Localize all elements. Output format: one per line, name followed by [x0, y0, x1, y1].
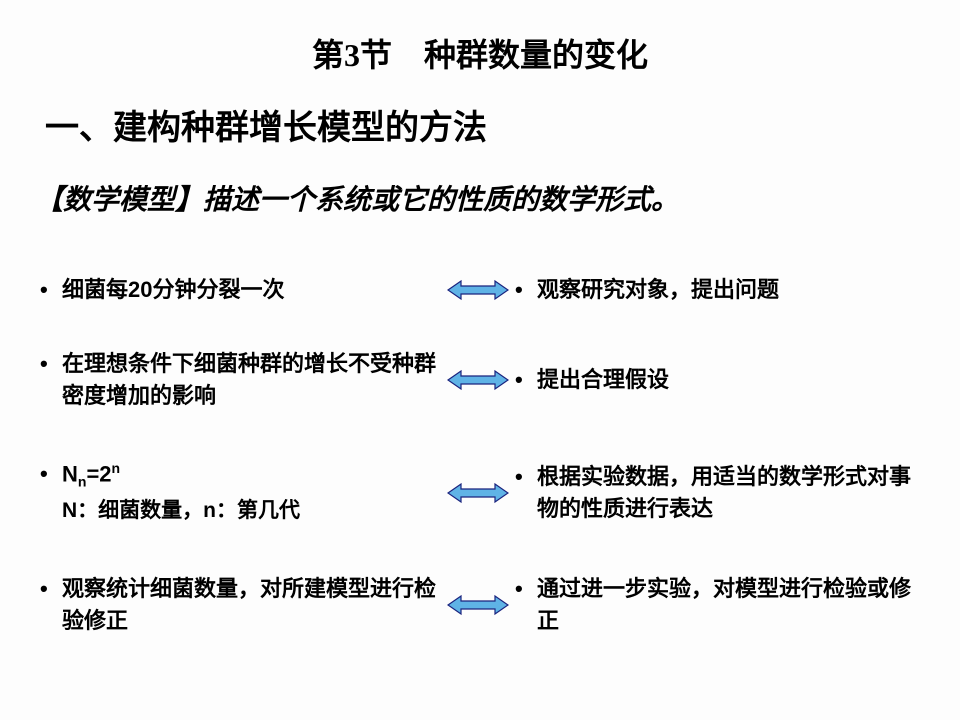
- left-text-4: 观察统计细菌数量，对所建模型进行检验修正: [62, 573, 440, 637]
- note-n: n: [203, 499, 216, 522]
- arrow-2: [440, 369, 515, 391]
- arrow-3: [440, 482, 515, 504]
- arrow-shape: [448, 281, 508, 299]
- left-item-3: • Nn=2n N：细菌数量，n：第几代: [40, 458, 440, 526]
- left-item-2: • 在理想条件下细菌种群的增长不受种群密度增加的影响: [40, 348, 440, 412]
- note-N: N: [62, 499, 77, 522]
- bullet-icon: •: [515, 461, 537, 525]
- note-sep1: ：细菌数量，: [77, 499, 203, 522]
- double-arrow-icon: [447, 369, 509, 391]
- double-arrow-icon: [447, 482, 509, 504]
- arrow-shape: [448, 596, 508, 614]
- double-arrow-icon: [447, 594, 509, 616]
- right-item-3: • 根据实验数据，用适当的数学形式对事物的性质进行表达: [515, 461, 925, 525]
- formula-eq: =2: [86, 462, 111, 487]
- right-text-3: 根据实验数据，用适当的数学形式对事物的性质进行表达: [537, 461, 925, 525]
- right-item-4: • 通过进一步实验，对模型进行检验或修正: [515, 573, 925, 637]
- formula: Nn=2n: [62, 458, 440, 492]
- section-title: 一、建构种群增长模型的方法: [45, 100, 487, 149]
- formula-sup-n: n: [112, 460, 121, 476]
- right-text-4: 通过进一步实验，对模型进行检验或修正: [537, 573, 925, 637]
- right-text-2: 提出合理假设: [537, 364, 925, 396]
- bullet-icon: •: [40, 348, 62, 412]
- model-definition: 【数学模型】描述一个系统或它的性质的数学形式。: [35, 178, 679, 218]
- row-3: • Nn=2n N：细菌数量，n：第几代 • 根据实验数据，用适当的数学形式对事…: [0, 435, 960, 550]
- bullet-icon: •: [515, 573, 537, 637]
- row-2: • 在理想条件下细菌种群的增长不受种群密度增加的影响 • 提出合理假设: [0, 325, 960, 435]
- chapter-title: 第3节 种群数量的变化: [0, 30, 960, 76]
- formula-N: N: [62, 462, 78, 487]
- arrow-1: [440, 279, 515, 301]
- formula-note: N：细菌数量，n：第几代: [62, 496, 440, 526]
- right-item-1: • 观察研究对象，提出问题: [515, 274, 925, 306]
- bullet-icon: •: [515, 274, 537, 306]
- left-text-2: 在理想条件下细菌种群的增长不受种群密度增加的影响: [62, 348, 440, 412]
- row-4: • 观察统计细菌数量，对所建模型进行检验修正 • 通过进一步实验，对模型进行检验…: [0, 550, 960, 660]
- left-text-1: 细菌每20分钟分裂一次: [62, 274, 440, 306]
- right-text-1: 观察研究对象，提出问题: [537, 274, 925, 306]
- double-arrow-icon: [447, 279, 509, 301]
- right-item-2: • 提出合理假设: [515, 364, 925, 396]
- arrow-shape: [448, 484, 508, 502]
- bullet-icon: •: [40, 274, 62, 306]
- left-item-4: • 观察统计细菌数量，对所建模型进行检验修正: [40, 573, 440, 637]
- row-1: • 细菌每20分钟分裂一次 • 观察研究对象，提出问题: [0, 240, 960, 325]
- arrow-shape: [448, 371, 508, 389]
- bullet-icon: •: [40, 573, 62, 637]
- bullet-icon: •: [515, 364, 537, 396]
- note-sep2: ：第几代: [216, 499, 300, 522]
- arrow-4: [440, 594, 515, 616]
- content-columns: • 细菌每20分钟分裂一次 • 观察研究对象，提出问题 • 在理想条件下细菌种群…: [0, 240, 960, 660]
- bullet-icon: •: [40, 458, 62, 492]
- left-item-1: • 细菌每20分钟分裂一次: [40, 274, 440, 306]
